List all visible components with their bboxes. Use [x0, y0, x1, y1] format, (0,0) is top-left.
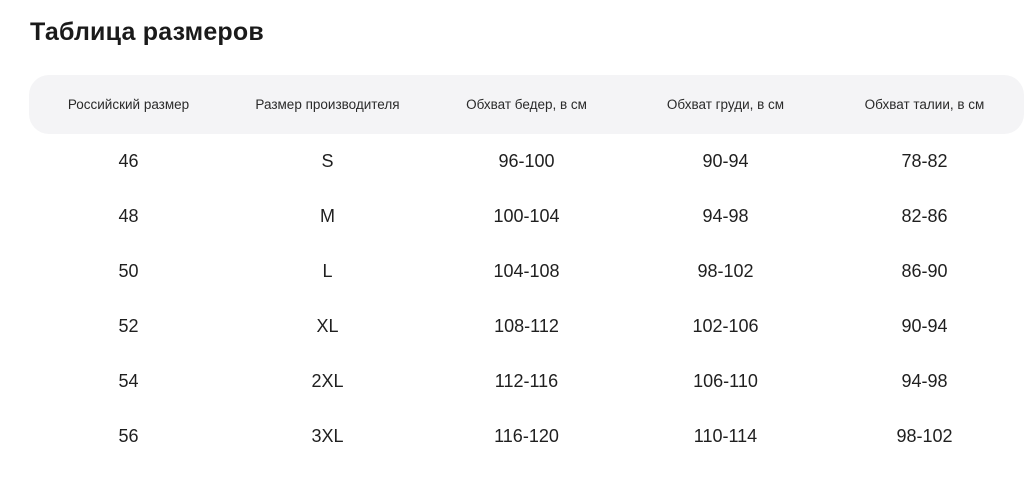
cell-waist: 98-102 — [896, 426, 953, 446]
cell-manufacturer-size: L — [322, 261, 333, 281]
table-header: Российский размер Размер производителя О… — [29, 75, 1024, 134]
cell-hips: 100-104 — [493, 206, 560, 226]
cell-manufacturer-size: M — [320, 206, 335, 226]
table-row: 48 M 100-104 94-98 82-86 — [29, 189, 1024, 244]
cell-russian-size: 56 — [118, 426, 139, 446]
cell-manufacturer-size: XL — [316, 316, 339, 336]
cell-chest: 94-98 — [702, 206, 749, 226]
cell-manufacturer-size: S — [321, 151, 334, 171]
cell-chest: 110-114 — [693, 426, 758, 446]
cell-waist: 86-90 — [901, 261, 948, 281]
cell-russian-size: 54 — [118, 371, 139, 391]
table-row: 46 S 96-100 90-94 78-82 — [29, 134, 1024, 189]
cell-russian-size: 46 — [118, 151, 139, 171]
cell-hips: 116-120 — [494, 426, 559, 446]
cell-chest: 102-106 — [692, 316, 759, 336]
cell-waist: 90-94 — [901, 316, 948, 336]
cell-hips: 112-116 — [494, 371, 559, 391]
cell-chest: 98-102 — [697, 261, 754, 281]
table-row: 52 XL 108-112 102-106 90-94 — [29, 299, 1024, 354]
header-chest: Обхват груди, в см — [666, 97, 785, 112]
table-row: 56 3XL 116-120 110-114 98-102 — [29, 409, 1024, 464]
cell-chest: 90-94 — [702, 151, 749, 171]
cell-manufacturer-size: 3XL — [311, 426, 344, 446]
cell-chest: 106-110 — [693, 371, 758, 391]
header-manufacturer-size: Размер производителя — [255, 97, 400, 112]
header-hips: Обхват бедер, в см — [466, 97, 587, 112]
cell-hips: 108-112 — [494, 316, 559, 336]
page-title: Таблица размеров — [30, 18, 264, 46]
cell-russian-size: 50 — [118, 261, 139, 281]
table-row: 54 2XL 112-116 106-110 94-98 — [29, 354, 1024, 409]
cell-hips: 96-100 — [498, 151, 555, 171]
cell-russian-size: 52 — [118, 316, 139, 336]
table-row: 50 L 104-108 98-102 86-90 — [29, 244, 1024, 299]
cell-waist: 82-86 — [901, 206, 948, 226]
table-body: 46 S 96-100 90-94 78-82 48 M 100-104 94-… — [29, 134, 1024, 464]
header-russian-size: Российский размер — [67, 97, 190, 112]
cell-waist: 94-98 — [901, 371, 948, 391]
cell-hips: 104-108 — [493, 261, 560, 281]
cell-manufacturer-size: 2XL — [311, 371, 344, 391]
cell-waist: 78-82 — [901, 151, 948, 171]
cell-russian-size: 48 — [118, 206, 139, 226]
header-waist: Обхват талии, в см — [864, 97, 985, 112]
